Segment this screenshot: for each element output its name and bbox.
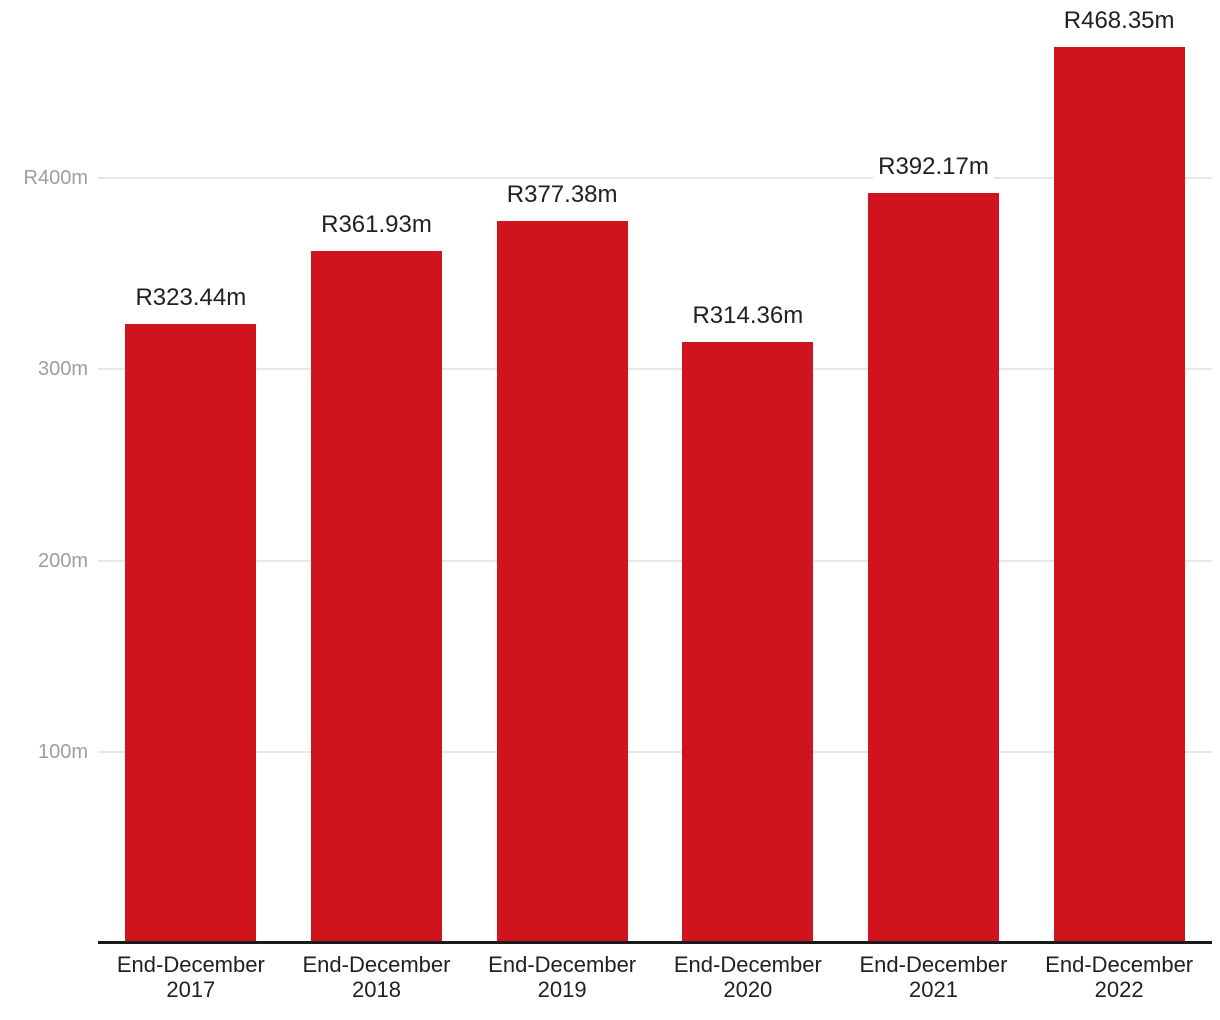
bar-value-text: R361.93m — [316, 210, 437, 238]
bar — [496, 221, 628, 943]
x-category-label: End-December 2020 — [673, 952, 822, 1002]
bar-value-text: R323.44m — [130, 284, 252, 312]
bar-value-text: R314.36m — [687, 301, 809, 329]
bar-value-label: R314.36m — [628, 301, 868, 329]
x-category-label: End-December 2022 — [1045, 952, 1194, 1002]
bar — [1053, 47, 1185, 943]
bar — [868, 192, 999, 943]
bar-value-label: R392.17m — [814, 152, 1054, 180]
bar-value-text: R392.17m — [873, 152, 994, 180]
gridline — [98, 750, 1212, 753]
bar-value-label: R377.38m — [442, 181, 682, 209]
bar-value-text: R377.38m — [501, 181, 623, 209]
y-tick-label: 100m — [37, 740, 88, 763]
y-tick-label: 300m — [37, 358, 88, 381]
bar — [682, 341, 814, 943]
bar — [311, 250, 442, 943]
x-category-label: End-December 2021 — [859, 952, 1008, 1002]
gridline — [98, 177, 1212, 179]
x-category-label: End-December 2019 — [488, 952, 637, 1002]
bar — [125, 324, 257, 943]
bar-value-label: R323.44m — [71, 284, 311, 312]
y-tick-label: R400m — [23, 167, 88, 189]
gridline — [98, 368, 1212, 371]
bar-value-label: R468.35m — [999, 7, 1220, 35]
x-axis-line — [98, 941, 1212, 944]
bar-value-text: R468.35m — [1058, 7, 1180, 35]
bar-value-label: R361.93m — [257, 210, 497, 238]
x-category-label: End-December 2018 — [302, 952, 451, 1002]
x-category-label: End-December 2017 — [116, 952, 265, 1002]
y-tick-label: 200m — [37, 549, 88, 572]
gridline — [98, 559, 1212, 562]
